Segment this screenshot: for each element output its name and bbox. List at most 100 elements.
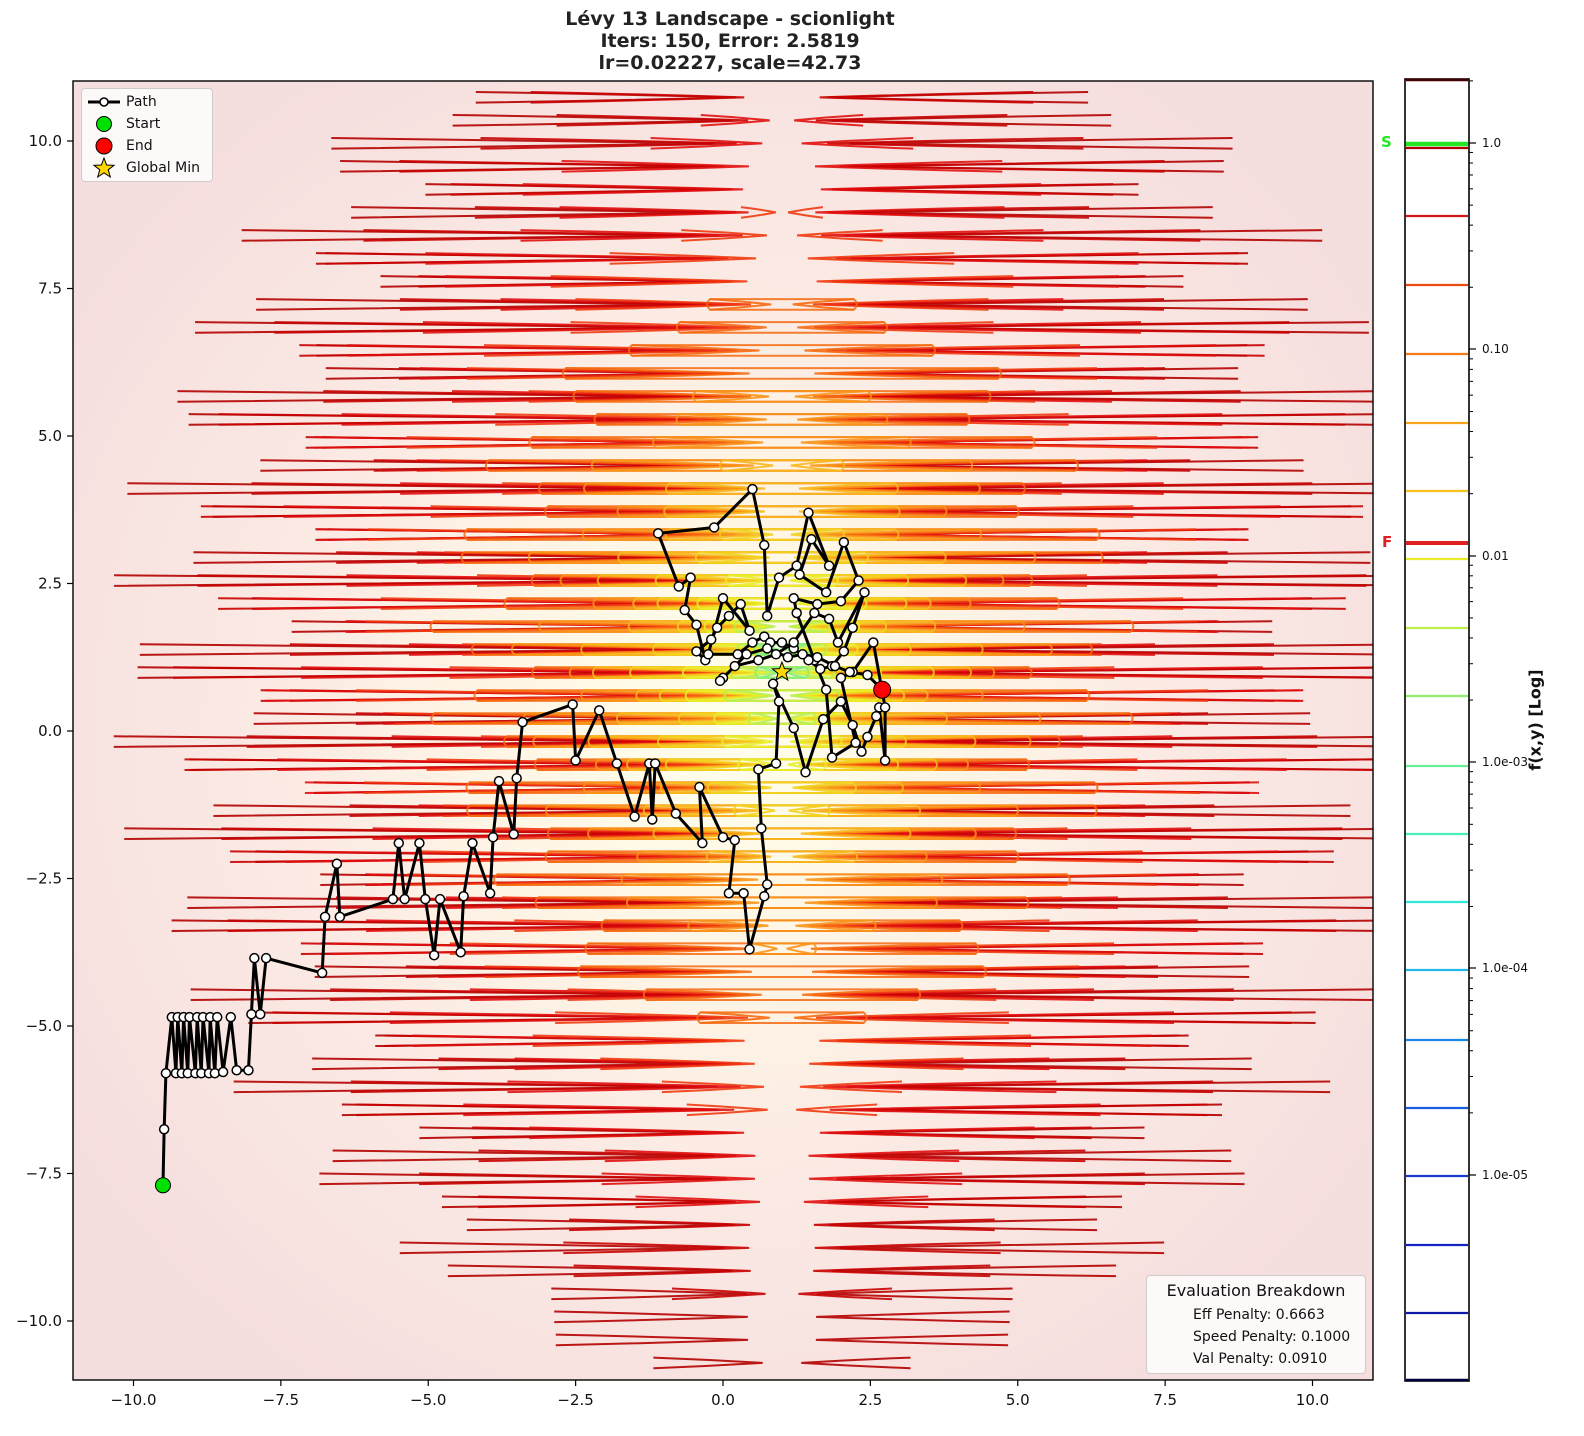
path-point xyxy=(773,572,785,583)
path-point xyxy=(493,775,505,787)
path-point xyxy=(511,772,522,784)
path-point xyxy=(809,607,820,619)
path-point xyxy=(508,829,519,840)
green-circle-icon xyxy=(82,113,126,135)
path-point xyxy=(484,888,496,899)
path-point xyxy=(744,625,755,636)
path-point xyxy=(158,1124,170,1135)
path-point xyxy=(770,649,782,660)
path-point xyxy=(747,483,758,495)
y-tick-label: 0.0 xyxy=(38,722,62,740)
path-point xyxy=(741,649,752,660)
colorbar-tick-label: 0.01 xyxy=(1482,549,1509,563)
legend-item-end: End xyxy=(82,135,153,157)
path-point xyxy=(217,1066,229,1078)
path-point xyxy=(826,752,838,763)
path-point xyxy=(847,719,858,731)
y-tick-label: −2.5 xyxy=(26,870,62,888)
path-point xyxy=(455,947,466,958)
legend-item-path: Path xyxy=(82,91,157,113)
path-point xyxy=(788,593,799,604)
path-point xyxy=(434,893,446,905)
y-tick-label: 2.5 xyxy=(38,575,62,593)
path-point xyxy=(428,949,440,961)
path-point xyxy=(753,764,764,775)
title-line-2: Iters: 150, Error: 2.5819 xyxy=(600,30,860,52)
colorbar-tick-label: 1.0e-05 xyxy=(1482,1168,1528,1182)
path-point xyxy=(756,823,767,834)
x-axis: −10.0 −7.5 −5.0 −2.5 0.0 2.5 5.0 7.5 10.0 xyxy=(111,1380,1329,1409)
path-point xyxy=(859,587,870,598)
path-point xyxy=(747,637,758,648)
path-point xyxy=(797,649,808,660)
path-point xyxy=(776,637,788,648)
path-point xyxy=(243,1065,254,1076)
path-point xyxy=(729,660,741,672)
path-point xyxy=(871,711,882,722)
plot-background xyxy=(73,81,1373,1380)
path-point xyxy=(160,1067,172,1079)
path-point xyxy=(487,831,499,843)
path-point xyxy=(800,767,811,778)
path-point xyxy=(735,598,746,610)
path-point xyxy=(823,560,835,572)
path-point xyxy=(850,737,861,749)
path-point xyxy=(862,731,873,743)
path-point xyxy=(254,1008,266,1020)
path-point xyxy=(246,1008,257,1020)
path-point xyxy=(458,890,469,902)
path-line-icon xyxy=(82,91,126,113)
global-min-star-icon xyxy=(771,660,793,682)
path-point xyxy=(732,649,743,660)
legend: Path Start End Global Min xyxy=(81,88,213,182)
title-line-1: Lévy 13 Landscape - scionlight xyxy=(565,8,895,30)
colorbar-final-marker: F xyxy=(1382,533,1393,551)
path-point xyxy=(711,622,723,633)
path-point xyxy=(649,758,661,769)
path-point xyxy=(791,560,802,572)
evaluation-breakdown: Evaluation Breakdown Eff Penalty: 0.6663… xyxy=(1146,1275,1366,1374)
path-point xyxy=(835,672,847,684)
y-tick-label: −7.5 xyxy=(26,1165,62,1183)
path-point xyxy=(759,890,770,902)
path-point xyxy=(812,652,823,663)
path-point xyxy=(316,967,328,979)
path-point xyxy=(717,831,729,843)
path-point xyxy=(393,837,405,849)
path-point xyxy=(705,634,717,645)
x-tick-label: 7.5 xyxy=(1153,1391,1177,1409)
path-point xyxy=(593,705,605,716)
path-point xyxy=(694,781,705,793)
path-point xyxy=(723,888,735,899)
y-tick-label: −10.0 xyxy=(16,1312,62,1330)
path-point xyxy=(788,637,799,648)
path-point xyxy=(823,613,835,625)
path-point xyxy=(225,1011,237,1023)
title-line-3: lr=0.02227, scale=42.73 xyxy=(598,52,862,74)
path-point xyxy=(567,699,578,710)
chart-title: Lévy 13 Landscape - scionlight Iters: 15… xyxy=(0,8,1460,74)
colorbar-levels xyxy=(1406,78,1468,1382)
path-point xyxy=(723,610,735,622)
path-point xyxy=(820,684,832,695)
path-point xyxy=(803,507,814,518)
val-penalty: Val Penalty: 0.0910 xyxy=(1193,1351,1328,1367)
path-point xyxy=(414,837,425,849)
path-point xyxy=(832,637,844,648)
x-tick-label: 5.0 xyxy=(1006,1391,1030,1409)
star-icon xyxy=(82,156,126,179)
path-point xyxy=(691,619,702,631)
path-point xyxy=(399,893,410,905)
path-point xyxy=(319,911,331,923)
colorbar-label: f(x,y) [Log] xyxy=(1525,669,1545,771)
path-point xyxy=(856,746,867,757)
path-point xyxy=(729,834,741,846)
y-tick-label: 7.5 xyxy=(38,280,62,298)
path-point xyxy=(570,755,581,766)
path-point xyxy=(753,654,764,666)
x-tick-label: 0.0 xyxy=(711,1391,735,1409)
path-point xyxy=(767,678,779,690)
path-point xyxy=(334,911,346,923)
x-tick-label: 2.5 xyxy=(858,1391,882,1409)
path-point xyxy=(611,758,623,769)
